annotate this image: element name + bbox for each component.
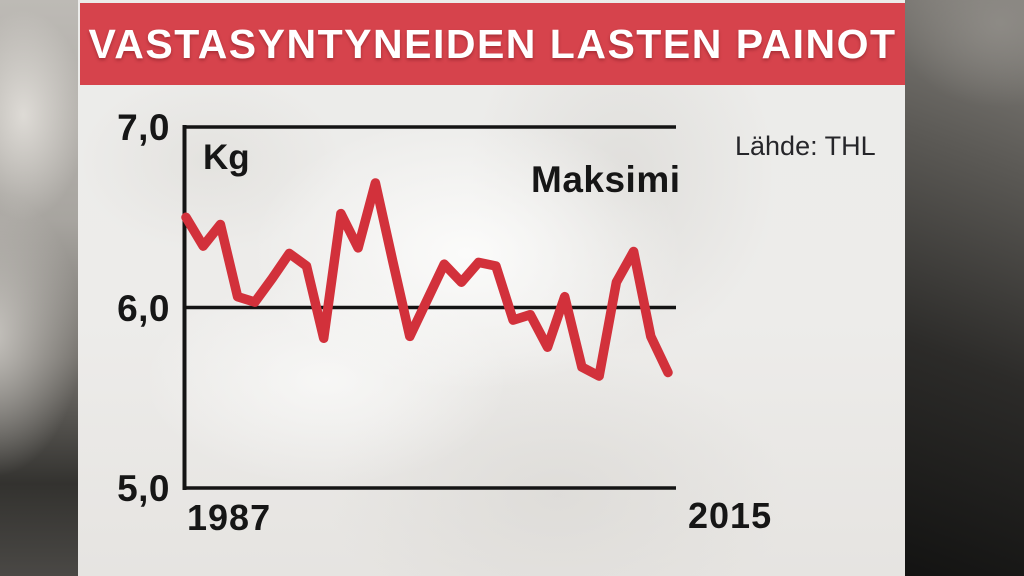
background-photo-left-edge: [0, 0, 78, 576]
gridlines: [183, 125, 676, 490]
ytick-6: 6,0: [117, 288, 170, 329]
page-title: VASTASYNTYNEIDEN LASTEN PAINOT: [88, 20, 897, 67]
xtick-2015: 2015: [688, 495, 773, 536]
ytick-5: 5,0: [117, 468, 170, 509]
faded-photo-panel: [78, 0, 905, 576]
source-credit: Lähde: THL: [735, 131, 876, 161]
xtick-1987: 1987: [187, 497, 272, 538]
background-photo-right-edge: [905, 0, 1024, 576]
maksimi-data-line: [181, 178, 673, 381]
y-axis-unit-label: Kg: [203, 138, 250, 177]
series-label-maksimi: Maksimi: [531, 159, 681, 200]
title-bar: VASTASYNTYNEIDEN LASTEN PAINOT: [80, 3, 905, 85]
ytick-7: 7,0: [117, 107, 170, 148]
